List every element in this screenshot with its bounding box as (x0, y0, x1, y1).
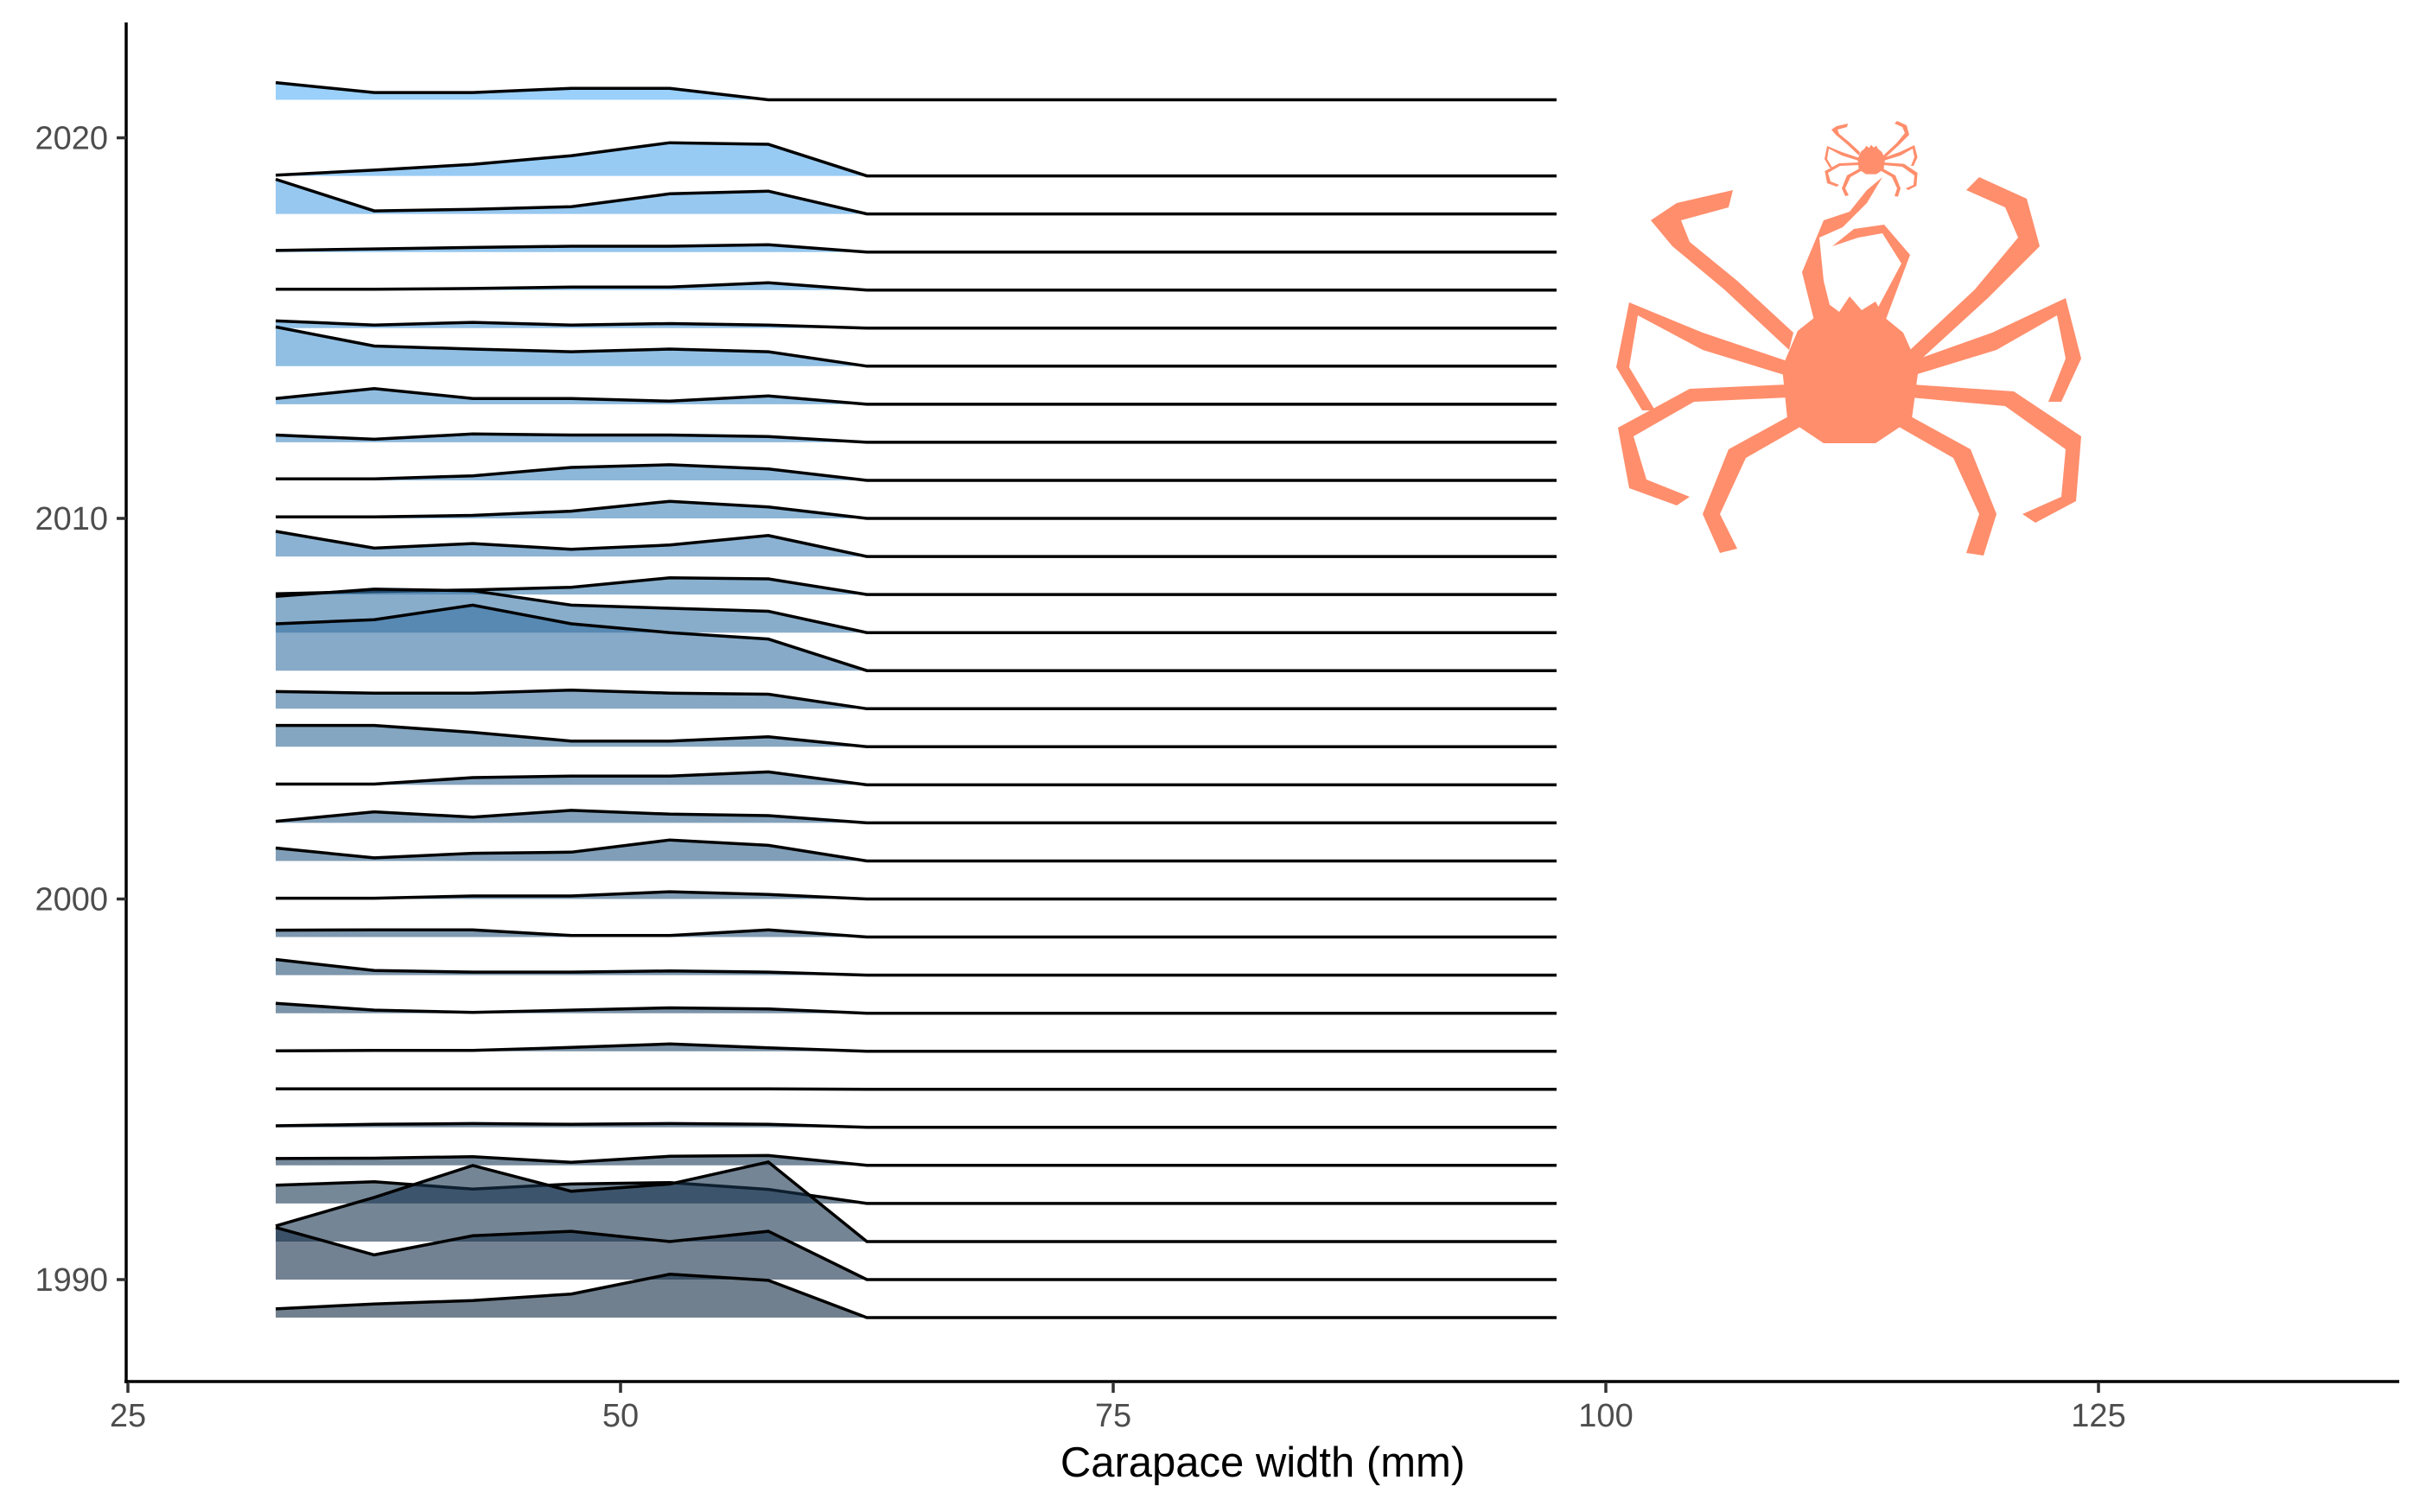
ridge-line-2016 (276, 281, 1557, 292)
ridge-area-2013 (276, 388, 1557, 404)
ridge-line-2003 (276, 770, 1557, 787)
ridge-line-2008 (275, 575, 1557, 596)
y-tick-label-2000: 2000 (35, 882, 108, 918)
ridge-line-1994 (275, 1121, 1557, 1129)
y-tick-label-1990: 1990 (35, 1262, 108, 1299)
ridge-line-2006 (275, 603, 1557, 672)
ridge-area-1991 (276, 1161, 1557, 1242)
ridge-area-2021 (276, 82, 1557, 100)
ridge-line-1990 (275, 1226, 1557, 1281)
axes-layer (124, 22, 2399, 1383)
ridge-line-1993 (275, 1153, 1557, 1167)
ridge-area-2003 (276, 772, 1557, 785)
x-axis-title: Carapace width (mm) (1060, 1439, 1465, 1486)
ridge-line-2012 (275, 432, 1557, 444)
ridge-area-2018 (276, 179, 1557, 214)
ridge-line-2019 (275, 141, 1557, 178)
ridge-line-2017 (275, 243, 1557, 254)
ridge-area-2015 (276, 321, 1557, 328)
ridge-area-2001 (276, 840, 1557, 861)
ridge-area-1989 (276, 1274, 1557, 1318)
ridge-line-1989 (275, 1273, 1557, 1319)
ridge-line-2001 (275, 838, 1557, 863)
x-tick-label-25: 25 (110, 1398, 146, 1434)
y-tick-label-2010: 2010 (35, 501, 108, 537)
ridge-line-2010 (276, 499, 1557, 520)
crab-silhouette-icon (1616, 121, 2081, 556)
ridge-area-2014 (276, 327, 1557, 366)
ridge-line-1996 (275, 1042, 1557, 1053)
ridge-area-1998 (276, 959, 1557, 975)
ridge-area-2008 (276, 577, 1557, 595)
ridge-area-2019 (276, 143, 1557, 176)
y-ticks: 1990 2000 2010 2020 (35, 121, 126, 1299)
ridge-area-2009 (276, 531, 1557, 557)
ridge-area-2000 (276, 892, 1557, 899)
x-ticks: 25 50 75 100 125 (110, 1383, 2126, 1434)
x-tick-label-50: 50 (602, 1398, 639, 1434)
x-tick-label-75: 75 (1095, 1398, 1131, 1434)
ridge-line-2021 (275, 80, 1557, 102)
ridge-line-1998 (275, 957, 1557, 977)
ridge-area-2011 (276, 464, 1557, 480)
ridge-line-2004 (276, 723, 1557, 749)
ridge-area-2002 (276, 810, 1557, 823)
ridge-line-1999 (275, 928, 1557, 939)
ridge-line-1991 (275, 1160, 1557, 1243)
ridge-line-2000 (276, 890, 1557, 901)
ridge-line-2013 (275, 387, 1557, 406)
ridge-line-2014 (275, 325, 1557, 368)
ridge-area-2005 (276, 689, 1557, 709)
ridges-layer (275, 80, 1557, 1319)
ridge-area-1993 (276, 1155, 1557, 1166)
x-tick-label-125: 125 (2071, 1398, 2125, 1434)
ridge-line-2015 (275, 319, 1557, 330)
ridge-line-2007 (275, 588, 1557, 634)
ridge-line-2018 (275, 177, 1557, 216)
ridge-line-2011 (276, 463, 1557, 482)
ridge-line-2002 (275, 809, 1557, 825)
ridge-area-1996 (276, 1044, 1557, 1051)
ridge-line-1995 (276, 1087, 1557, 1091)
ridge-area-2006 (276, 605, 1557, 671)
ridge-area-2010 (276, 501, 1557, 518)
ridge-line-2005 (275, 688, 1557, 711)
x-tick-label-100: 100 (1578, 1398, 1633, 1434)
ridge-area-2007 (276, 588, 1557, 633)
ridge-area-2004 (276, 725, 1557, 747)
ridge-line-2009 (275, 530, 1557, 558)
ridge-area-1990 (276, 1227, 1557, 1280)
ridge-line-1997 (275, 1001, 1557, 1015)
y-tick-label-2020: 2020 (35, 121, 108, 157)
